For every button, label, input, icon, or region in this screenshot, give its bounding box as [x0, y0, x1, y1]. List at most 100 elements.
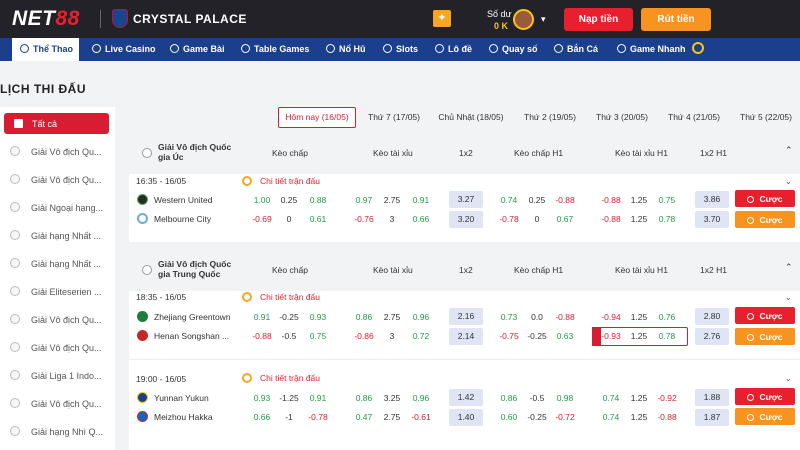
nav-item-lo-de[interactable]: Lô đề	[435, 38, 472, 61]
selected-odds-box[interactable]	[592, 327, 688, 346]
match-detail-link[interactable]: Chi tiết trận đấu	[260, 176, 321, 186]
odds-value[interactable]: -0.69	[252, 214, 272, 224]
sidebar-item[interactable]: Giải Ngoại hạng...	[4, 197, 109, 219]
odds-value[interactable]: -0.88	[252, 331, 272, 341]
odds-value[interactable]: -0.76	[354, 214, 374, 224]
tab-date[interactable]: Thứ 7 (17/05)	[368, 112, 420, 122]
withdraw-button[interactable]: Rút tiền	[641, 8, 711, 31]
odds-value[interactable]: 0.98	[556, 393, 574, 403]
avatar[interactable]	[513, 9, 534, 30]
odds-value[interactable]: 0.67	[556, 214, 574, 224]
odds-value[interactable]: -0.92	[657, 393, 677, 403]
tab-date-today[interactable]: Hôm nay (16/05)	[278, 107, 356, 128]
odds-value[interactable]: 0.78	[658, 214, 676, 224]
odds-value[interactable]: 0.66	[253, 412, 271, 422]
sidebar-item[interactable]: Giải hạng Nhì Q...	[4, 421, 109, 443]
odds-value[interactable]: 0.75	[309, 331, 327, 341]
league-header[interactable]	[129, 253, 800, 291]
odds-value[interactable]: 0.96	[412, 312, 430, 322]
odds-value[interactable]: -0.78	[308, 412, 328, 422]
odds-1x2-h1-box[interactable]: 1.87	[695, 409, 729, 426]
odds-1x2-h1-box[interactable]: 1.88	[695, 389, 729, 406]
odds-value[interactable]: -0.94	[601, 312, 621, 322]
odds-value[interactable]: 0.91	[309, 393, 327, 403]
search-icon[interactable]	[692, 42, 704, 54]
nav-item-the-thao[interactable]: Thể Thao	[12, 38, 79, 61]
odds-value[interactable]: 0.91	[253, 312, 271, 322]
odds-value[interactable]: 0.86	[500, 393, 518, 403]
odds-value[interactable]: -0.86	[354, 331, 374, 341]
sidebar-item[interactable]: Giải Eliteserien ...	[4, 281, 109, 303]
odds-value[interactable]: 0.93	[253, 393, 271, 403]
net88-logo[interactable]: NET88	[12, 7, 80, 30]
bet-button[interactable]: Cược	[735, 211, 795, 228]
odds-value[interactable]: 0.96	[412, 393, 430, 403]
info-icon[interactable]	[242, 292, 252, 302]
sidebar-item[interactable]: Giải hạng Nhất ...	[4, 253, 109, 275]
odds-value[interactable]: -0.61	[411, 412, 431, 422]
odds-1x2-h1-box[interactable]: 3.86	[695, 191, 729, 208]
odds-value[interactable]: 0.74	[602, 393, 620, 403]
match-detail-link[interactable]: Chi tiết trận đấu	[260, 373, 321, 383]
chevron-down-icon[interactable]: ⌄	[785, 177, 792, 186]
sidebar-item[interactable]: Giải Vô địch Qu...	[4, 141, 109, 163]
bet-button[interactable]: Cược	[735, 307, 795, 324]
nav-item-no-hu[interactable]: Nổ Hũ	[326, 38, 366, 61]
odds-value[interactable]: 0.97	[355, 195, 373, 205]
odds-1x2-h1-box[interactable]: 2.76	[695, 328, 729, 345]
odds-value[interactable]: 0.88	[309, 195, 327, 205]
odds-value[interactable]: 0.74	[500, 195, 518, 205]
chevron-down-icon[interactable]: ⌄	[785, 374, 792, 383]
info-icon[interactable]	[242, 176, 252, 186]
nav-item-table-games[interactable]: Table Games	[241, 38, 309, 61]
odds-value[interactable]: 0.61	[309, 214, 327, 224]
bet-button[interactable]: Cược	[735, 190, 795, 207]
tab-date[interactable]: Thứ 2 (19/05)	[524, 112, 576, 122]
chevron-down-icon[interactable]: ▾	[541, 14, 546, 24]
tab-date[interactable]: Thứ 5 (22/05)	[740, 112, 792, 122]
odds-value[interactable]: 0.73	[500, 312, 518, 322]
odds-1x2-box[interactable]: 3.27	[449, 191, 483, 208]
odds-value[interactable]: 0.60	[500, 412, 518, 422]
odds-value[interactable]: -0.88	[601, 195, 621, 205]
nav-item-game-nhanh[interactable]: Game Nhanh	[617, 38, 686, 61]
odds-value[interactable]: 0.93	[309, 312, 327, 322]
chevron-down-icon[interactable]: ⌄	[785, 293, 792, 302]
odds-value[interactable]: 0.47	[355, 412, 373, 422]
sidebar-item[interactable]: Giải hạng Nhất ...	[4, 225, 109, 247]
odds-value[interactable]: -0.93	[601, 331, 621, 341]
odds-value[interactable]: 0.78	[658, 331, 676, 341]
odds-value[interactable]: 0.63	[556, 331, 574, 341]
odds-1x2-box[interactable]: 1.42	[449, 389, 483, 406]
odds-value[interactable]: -0.88	[657, 412, 677, 422]
sidebar-item[interactable]: Giải Vô địch Qu...	[4, 393, 109, 415]
info-icon[interactable]	[242, 373, 252, 383]
odds-value[interactable]: -0.88	[555, 195, 575, 205]
nav-item-quay-so[interactable]: Quay số	[489, 38, 538, 61]
odds-value[interactable]: -0.75	[499, 331, 519, 341]
odds-value[interactable]: 0.74	[602, 412, 620, 422]
odds-value[interactable]: -0.72	[555, 412, 575, 422]
sidebar-item[interactable]: Giải Liga 1 Indo...	[4, 365, 109, 387]
odds-1x2-box[interactable]: 3.20	[449, 211, 483, 228]
odds-1x2-h1-box[interactable]: 3.70	[695, 211, 729, 228]
odds-value[interactable]: 0.76	[658, 312, 676, 322]
tab-date[interactable]: Thứ 3 (20/05)	[596, 112, 648, 122]
chevron-up-icon[interactable]: ⌃	[785, 262, 793, 272]
sidebar-item-all[interactable]: Tất cả	[4, 113, 109, 134]
odds-value[interactable]: 1.00	[253, 195, 271, 205]
odds-1x2-box[interactable]: 1.40	[449, 409, 483, 426]
sidebar-item[interactable]: Giải Vô địch Qu...	[4, 169, 109, 191]
odds-value[interactable]: -0.78	[499, 214, 519, 224]
odds-1x2-box[interactable]: 2.14	[449, 328, 483, 345]
tab-date[interactable]: Chủ Nhật (18/05)	[438, 112, 504, 122]
bet-button[interactable]: Cược	[735, 388, 795, 405]
match-detail-link[interactable]: Chi tiết trận đấu	[260, 292, 321, 302]
deposit-button[interactable]: Nạp tiền	[564, 8, 633, 31]
sidebar-item[interactable]: Giải Vô địch Qu...	[4, 337, 109, 359]
odds-value[interactable]: 0.72	[412, 331, 430, 341]
odds-1x2-box[interactable]: 2.16	[449, 308, 483, 325]
sidebar-item[interactable]: Giải Vô địch Qu...	[4, 309, 109, 331]
odds-value[interactable]: -0.88	[601, 214, 621, 224]
tab-date[interactable]: Thứ 4 (21/05)	[668, 112, 720, 122]
